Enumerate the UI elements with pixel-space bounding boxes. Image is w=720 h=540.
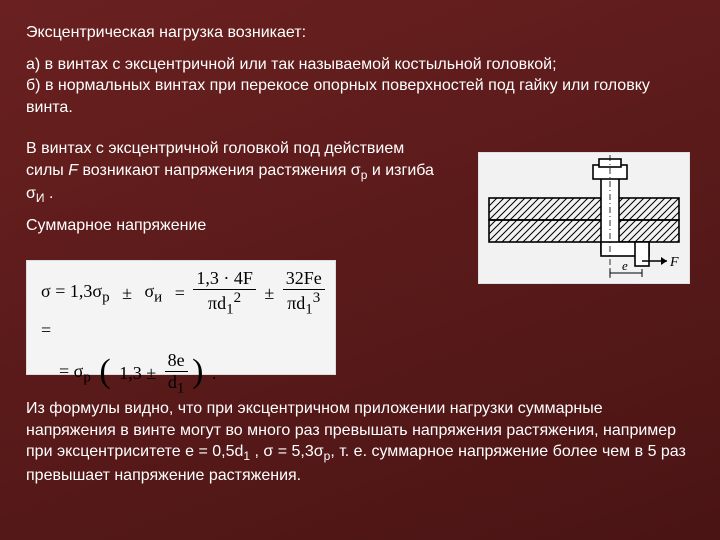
- title-line: Эксцентрическая нагрузка возникает:: [26, 22, 694, 44]
- diagram-label-e: e: [622, 258, 628, 273]
- f-pm2: ±: [260, 283, 278, 304]
- para-1: В винтах с эксцентричной головкой под де…: [26, 138, 436, 206]
- f-lparen: (: [99, 358, 110, 385]
- f-eq1: =: [171, 283, 189, 304]
- f-frac2: 32Fe πd13: [283, 269, 325, 318]
- formula-block: σ = 1,3σр ± σи = 1,3 · 4F πd12 ± 32Fe πd…: [26, 260, 336, 375]
- bottom-mid: , σ = 5,3σ: [250, 443, 324, 460]
- f-pm1: ±: [118, 283, 136, 304]
- f-inner-pre: 1,3 ±: [115, 363, 160, 384]
- para-2: Суммарное напряжение: [26, 215, 436, 237]
- slide: Эксцентрическая нагрузка возникает: а) в…: [0, 0, 720, 540]
- diagram-label-F: F: [669, 255, 679, 270]
- f-eq2: =: [37, 320, 55, 341]
- para-1-mid: возникают напряжения растяжения σ: [78, 162, 361, 179]
- f-period: .: [208, 363, 221, 384]
- para-1-sub-i: И: [36, 192, 45, 206]
- f-rparen: ): [192, 358, 203, 385]
- para-1-F: F: [68, 162, 78, 179]
- f-frac1: 1,3 · 4F πd12: [193, 269, 256, 318]
- f-lhs: σ = 1,3σр: [37, 281, 114, 307]
- item-a: а) в винтах с эксцентричной или так назы…: [26, 54, 694, 76]
- bottom-paragraph: Из формулы видно, что при эксцентричном …: [26, 398, 694, 486]
- bolt-diagram: e F: [478, 152, 690, 284]
- f-line2-pre: = σр: [55, 361, 95, 387]
- f-frac3: 8e d1: [165, 351, 188, 397]
- f-sigma-i: σи: [140, 281, 166, 307]
- para-1-end: .: [45, 185, 54, 202]
- item-b: б) в нормальных винтах при перекосе опор…: [26, 75, 694, 118]
